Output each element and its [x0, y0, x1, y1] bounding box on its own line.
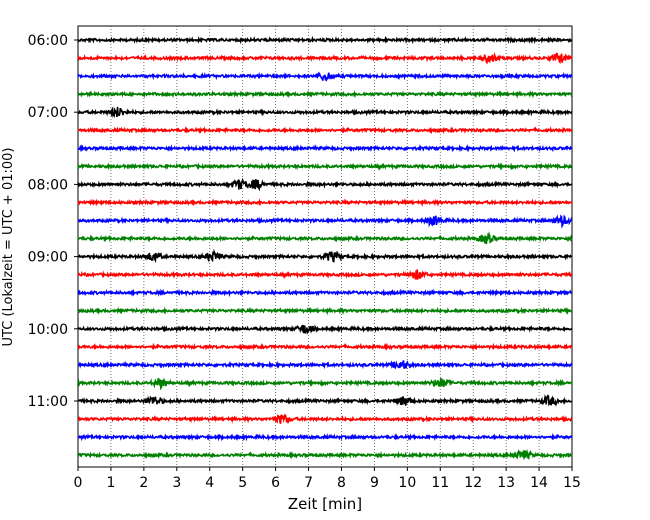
- trace-0715: [77, 125, 573, 135]
- trace-1115: [77, 413, 573, 425]
- trace-0730: [77, 144, 573, 153]
- x-tick-label: 1: [106, 475, 115, 491]
- trace-1045: [77, 377, 573, 391]
- x-tick-label: 13: [497, 475, 515, 491]
- x-tick-label: 9: [370, 475, 379, 491]
- x-tick-label: 4: [205, 475, 214, 491]
- trace-0600: [77, 35, 573, 45]
- x-tick-label: 2: [139, 475, 148, 491]
- y-tick-label: 06:00: [28, 33, 68, 49]
- x-tick-label: 11: [431, 475, 449, 491]
- y-tick-label: 07:00: [28, 105, 68, 121]
- trace-0930: [77, 288, 573, 298]
- trace-0800: [77, 177, 573, 192]
- trace-0645: [77, 89, 573, 99]
- y-tick-label: 08:00: [28, 177, 68, 193]
- trace-1030: [77, 360, 573, 370]
- trace-1000: [77, 324, 573, 335]
- x-tick-label: 7: [304, 475, 313, 491]
- trace-0830: [77, 214, 573, 229]
- trace-0615: [77, 51, 573, 65]
- x-tick-label: 10: [398, 475, 416, 491]
- trace-0900: [77, 248, 573, 264]
- y-axis-ticks: 06:00 07:00 08:00 09:00 10:00 11:00: [28, 33, 78, 410]
- x-tick-label: 5: [238, 475, 247, 491]
- x-tick-label: 12: [464, 475, 482, 491]
- trace-0915: [77, 269, 573, 280]
- y-tick-label: 09:00: [28, 250, 68, 266]
- trace-0815: [77, 198, 573, 207]
- x-tick-label: 8: [337, 475, 346, 491]
- plot-frame: [77, 25, 573, 468]
- trace-1130: [77, 432, 573, 442]
- y-tick-label: 11:00: [28, 394, 68, 410]
- x-tick-label: 14: [530, 475, 548, 491]
- trace-0745: [77, 161, 573, 171]
- x-tick-label: 6: [271, 475, 280, 491]
- trace-0845: [77, 231, 573, 245]
- y-axis-label: UTC (Lokalzeit = UTC + 01:00): [1, 148, 16, 347]
- x-tick-label: 0: [74, 475, 83, 491]
- x-tick-label: 3: [172, 475, 181, 491]
- seismic-traces: [77, 35, 573, 461]
- y-tick-label: 10:00: [28, 322, 68, 338]
- x-axis-ticks: 0 1 2 3 4 5 6 7 8 9 10 11 12 13 14 15: [74, 467, 581, 491]
- trace-1145: [77, 449, 573, 461]
- x-axis-label: Zeit [min]: [288, 495, 362, 513]
- trace-1100: [77, 394, 573, 407]
- x-tick-label: 15: [563, 475, 581, 491]
- trace-0945: [77, 306, 573, 316]
- trace-0630: [77, 71, 573, 82]
- trace-0700: [77, 106, 573, 119]
- trace-1015: [77, 342, 573, 351]
